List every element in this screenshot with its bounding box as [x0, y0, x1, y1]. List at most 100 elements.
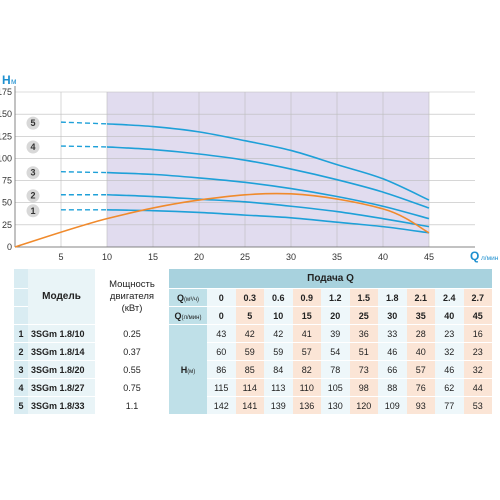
head-value: 110	[292, 378, 321, 397]
head-value: 93	[406, 396, 435, 415]
y-tick-label: 125	[0, 131, 12, 141]
power-header-line1: Мощность	[109, 278, 155, 290]
x-tick-label: 25	[240, 252, 250, 262]
head-value: 43	[207, 324, 236, 343]
q-lmin-value: 5	[235, 306, 264, 325]
head-value: 23	[435, 324, 464, 343]
power-header-line3: (кВт)	[121, 302, 143, 314]
q-m3-value: 2.4	[435, 288, 464, 307]
curve-badge	[26, 189, 40, 203]
y-axis-unit: м	[11, 77, 17, 86]
head-value: 33	[378, 324, 407, 343]
curve-badge-label: 2	[30, 191, 35, 201]
head-value: 53	[463, 396, 492, 415]
head-value: 40	[406, 342, 435, 361]
head-value: 73	[349, 360, 378, 379]
q-lmin-value: 30	[378, 306, 407, 325]
q-lmin-value: 35	[406, 306, 435, 325]
head-value: 109	[378, 396, 407, 415]
head-value: 76	[406, 378, 435, 397]
y-tick-label: 25	[2, 220, 12, 230]
head-value: 142	[207, 396, 236, 415]
x-tick-label: 40	[378, 252, 388, 262]
motor-power: 0.75	[95, 378, 169, 397]
head-value: 42	[235, 324, 264, 343]
model-name: 3SGm 1.8/33	[28, 396, 95, 415]
head-value: 32	[435, 342, 464, 361]
dashed-curve-5	[60, 121, 108, 125]
head-value: 59	[235, 342, 264, 361]
head-value: 139	[264, 396, 293, 415]
efficiency-curve	[14, 192, 430, 248]
curve-badge	[26, 116, 40, 130]
head-value: 28	[406, 324, 435, 343]
q-m3-value: 0.6	[264, 288, 293, 307]
spec-table: Модель Мощность двигателя (кВт) Подача Q…	[14, 269, 492, 415]
table-row: 2 3SGm 1.8/14 0.37 60 59 59 57 54 51 46 40 32 23	[14, 342, 492, 361]
head-value: 62	[435, 378, 464, 397]
y-tick-label: 150	[0, 109, 12, 119]
q-lmin-value: 15	[292, 306, 321, 325]
motor-power: 0.55	[95, 360, 169, 379]
table-header-row-1: Модель Мощность двигателя (кВт) Подача Q	[14, 269, 492, 325]
row-number: 5	[14, 396, 28, 415]
x-tick-label: 45	[424, 252, 434, 262]
table-row: 3 3SGm 1.8/20 0.55 86 85 84 82 78 73 66 57 46 32	[14, 360, 492, 379]
table-row: 4 3SGm 1.8/27 0.75 115 114 113 110 105 98 88 76 62 4…	[14, 378, 492, 397]
y-tick-label: 100	[0, 153, 12, 163]
head-value: 42	[264, 324, 293, 343]
x-tick-label: 15	[148, 252, 158, 262]
head-value: 98	[349, 378, 378, 397]
curve-badge-label: 1	[30, 206, 35, 216]
motor-power: 0.37	[95, 342, 169, 361]
supply-header: Подача Q	[169, 269, 492, 289]
q-lmin-label: Q(л/мин)	[169, 306, 207, 325]
head-value: 44	[463, 378, 492, 397]
model-name: 3SGm 1.8/27	[28, 378, 95, 397]
q-lmin-value: 25	[349, 306, 378, 325]
table-row: 5 3SGm 1.8/33 1.1 142 141 139 136 130 120 109 93 77…	[14, 396, 492, 415]
curve-badge-label: 3	[30, 168, 35, 178]
operating-range-band	[107, 92, 429, 247]
head-value: 57	[292, 342, 321, 361]
y-tick-label: 75	[2, 176, 12, 186]
grid-layer	[14, 86, 475, 248]
head-label: H(м)	[169, 324, 207, 415]
row-number: 1	[14, 324, 28, 343]
y-axis-letter: H	[2, 73, 11, 87]
head-value: 120	[349, 396, 378, 415]
q-m3-value: 0.9	[292, 288, 321, 307]
head-value: 77	[435, 396, 464, 415]
q-lmin-value: 40	[435, 306, 464, 325]
curve-layer	[14, 121, 430, 248]
spec-table-body: Модель Мощность двигателя (кВт) Подача Q…	[14, 269, 492, 415]
q-m3-value: 2.7	[463, 288, 492, 307]
row-number: 4	[14, 378, 28, 397]
q-m3-value: 2.1	[406, 288, 435, 307]
dashed-curve-3	[60, 171, 108, 174]
head-value: 113	[264, 378, 293, 397]
dashed-curve-4	[60, 145, 108, 148]
q-m3-value: 1.8	[378, 288, 407, 307]
motor-power: 0.25	[95, 324, 169, 343]
head-value: 85	[235, 360, 264, 379]
head-value: 39	[321, 324, 350, 343]
y-tick-label: 175	[0, 87, 12, 97]
curve-badge-label: 4	[30, 142, 35, 152]
pump-curve-5	[106, 123, 430, 201]
q-m3-value: 0.3	[235, 288, 264, 307]
head-value: 60	[207, 342, 236, 361]
pump-curve-2	[106, 193, 430, 228]
head-value: 41	[292, 324, 321, 343]
x-tick-label: 10	[102, 252, 112, 262]
q-lmin-value: 10	[264, 306, 293, 325]
head-value: 141	[235, 396, 264, 415]
q-lmin-row: Q(л/мин) 0 5 10 15 20 25 30 35 40 45	[14, 306, 492, 325]
pump-curve-1	[106, 209, 430, 234]
x-tick-label: 20	[194, 252, 204, 262]
table-row: 1 3SGm 1.8/10 0.25 H(м) 43 42 42 41 39 36 33 28 23 16	[14, 324, 492, 415]
curve-badge	[26, 140, 40, 154]
q-m3-value: 1.2	[321, 288, 350, 307]
num-header	[14, 269, 28, 289]
head-value: 66	[378, 360, 407, 379]
